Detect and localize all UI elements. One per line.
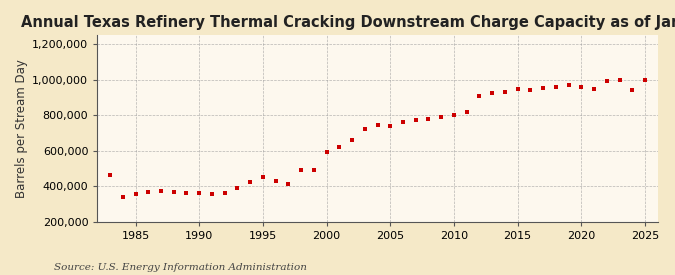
Point <box>143 190 154 194</box>
Point <box>640 78 651 82</box>
Point <box>512 86 523 91</box>
Point <box>627 88 638 93</box>
Point <box>270 179 281 183</box>
Point <box>156 188 167 193</box>
Title: Annual Texas Refinery Thermal Cracking Downstream Charge Capacity as of January : Annual Texas Refinery Thermal Cracking D… <box>21 15 675 30</box>
Text: Source: U.S. Energy Information Administration: Source: U.S. Energy Information Administ… <box>54 263 307 272</box>
Point <box>589 86 599 91</box>
Point <box>601 78 612 83</box>
Point <box>614 78 625 82</box>
Point <box>372 123 383 127</box>
Point <box>461 109 472 114</box>
Point <box>130 192 141 196</box>
Point <box>117 194 128 199</box>
Point <box>219 191 230 196</box>
Point <box>257 175 268 180</box>
Point <box>436 115 447 119</box>
Point <box>398 120 408 125</box>
Point <box>296 168 306 172</box>
Point <box>232 186 243 190</box>
Point <box>245 180 256 184</box>
Point <box>308 168 319 172</box>
Point <box>347 138 358 142</box>
Point <box>525 88 536 93</box>
Point <box>105 173 115 177</box>
Point <box>576 85 587 89</box>
Point <box>500 90 510 94</box>
Point <box>359 126 370 131</box>
Point <box>410 117 421 122</box>
Point <box>385 124 396 128</box>
Point <box>321 150 332 155</box>
Point <box>181 191 192 195</box>
Point <box>538 86 549 90</box>
Point <box>283 181 294 186</box>
Point <box>449 113 460 117</box>
Point <box>474 94 485 98</box>
Point <box>551 85 562 89</box>
Y-axis label: Barrels per Stream Day: Barrels per Stream Day <box>15 59 28 198</box>
Point <box>423 117 434 121</box>
Point <box>563 83 574 87</box>
Point <box>207 191 217 196</box>
Point <box>487 91 497 95</box>
Point <box>168 189 179 194</box>
Point <box>194 191 205 195</box>
Point <box>334 145 345 149</box>
